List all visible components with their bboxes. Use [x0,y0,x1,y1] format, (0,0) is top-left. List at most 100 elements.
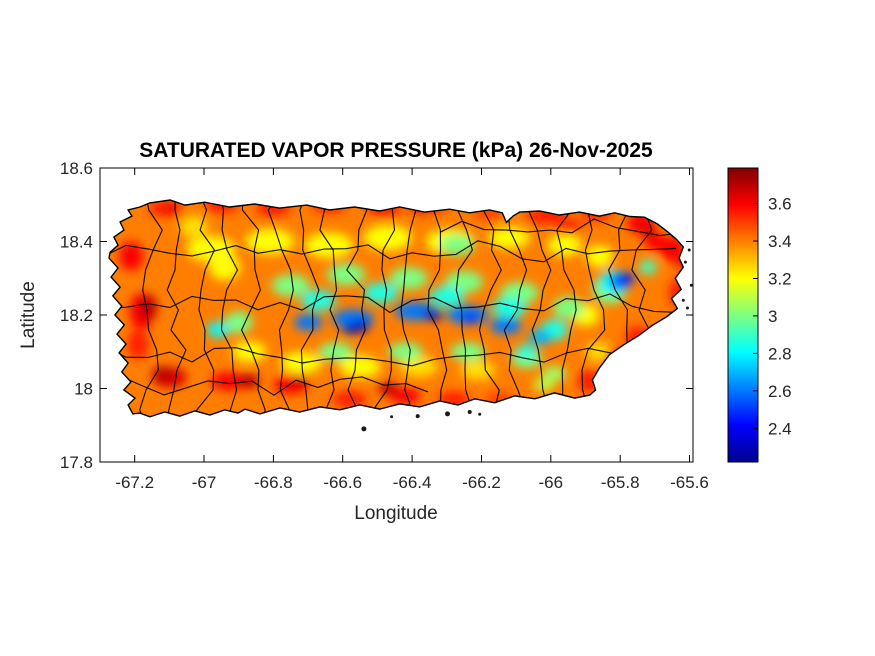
islet [686,306,689,310]
heat-blob [668,278,684,308]
heat-blob [367,200,402,217]
colorbar-tick-label: 3 [768,307,777,326]
municipality-border [400,200,417,417]
y-tick-label: 18.4 [60,233,93,252]
colorbar-tick-label: 2.6 [768,382,792,401]
municipality-border [455,200,473,417]
heat-blob [318,342,354,361]
x-tick-label: -66.4 [393,473,432,492]
heat-blob [339,355,381,378]
x-tick-label: -66.8 [254,473,293,492]
x-tick-label: -65.6 [670,473,709,492]
islet [445,411,450,417]
islet [681,298,685,302]
municipality-border [426,200,448,417]
municipality-border [109,240,677,263]
heat-blob [294,314,322,331]
colorbar-tick-label: 2.8 [768,344,792,363]
y-tick-label: 18.2 [60,306,93,325]
municipality-border [267,200,294,417]
y-tick-label: 18 [74,380,93,399]
colorbar-tick-label: 3.2 [768,270,792,289]
x-tick-label: -66 [539,473,564,492]
axes: -67.2 -67 -66.8 -66.6 -66.4 -66.2 -66 -65.8 -65.… [60,159,709,492]
x-tick-label: -66.2 [462,473,501,492]
municipality-border [299,200,320,417]
islet [467,410,472,414]
islet [478,412,482,416]
heat-blob [256,200,291,217]
colorbar-gradient [727,167,759,463]
municipality-border [319,200,343,417]
islet [361,426,367,432]
islet [415,414,420,419]
x-axis-label: Longitude [354,503,437,524]
colorbar-tick-label: 3.6 [768,195,792,214]
heat-blob [127,329,149,360]
heat-blob [463,313,479,324]
x-tick-label: -65.8 [601,473,640,492]
heat-blob [119,241,144,271]
municipality-border [109,345,677,367]
municipality-border [219,200,239,417]
heat-blob [139,294,158,321]
heat-blob [585,245,614,268]
heat-blob [271,274,310,297]
y-tick-label: 18.6 [60,159,93,178]
municipality-border [556,200,577,417]
heat-blob [460,360,496,380]
heat-blob [363,282,399,304]
heat-blob [224,311,253,334]
heat-blob [389,387,421,404]
heat-blob [423,309,443,321]
municipality-borders [109,200,683,417]
heat-blob [639,259,657,275]
municipality-border [346,200,368,417]
heat-blob [327,263,366,286]
heat-blob [332,391,368,408]
heat-blob [620,272,634,285]
heat-blob [488,226,530,249]
municipality-border [241,200,266,417]
municipality-border [109,293,677,314]
heat-blob [342,324,357,335]
heat-blob [162,204,177,213]
heat-blob [304,232,354,259]
municipality-border [193,200,215,417]
heat-blob [211,372,246,391]
heat-blob [533,378,555,392]
heat-blob [152,366,173,382]
heat-blob [542,366,567,382]
colorbar: 3.6 3.4 3.2 3 2.8 2.6 2.4 [727,167,792,463]
chart-title: SATURATED VAPOR PRESSURE (kPa) 26-Nov-20… [139,139,653,162]
heat-blob [438,391,470,408]
heat-blob [206,321,229,338]
municipality-border [581,200,606,417]
x-tick-label: -67 [192,473,217,492]
municipality-border [372,200,396,417]
municipality-border [139,200,163,417]
island-coastline [108,199,685,418]
y-axis-label: Latitude [18,281,39,349]
heat-blob [179,215,208,238]
heat-blob [363,224,413,251]
islet [687,248,691,252]
heat-blob [576,370,602,393]
heat-blob [387,342,423,361]
heat-blob [293,375,309,387]
municipality-border [119,375,429,396]
heat-blob [429,286,465,307]
heat-blob [490,317,522,335]
heat-blob [311,200,347,213]
heat-blob [528,329,553,345]
islet [390,415,394,419]
islet [689,283,693,287]
heat-blob [389,267,428,290]
x-tick-label: -66.6 [323,473,362,492]
municipality-border [439,218,683,237]
y-tick-label: 17.8 [60,453,93,472]
colorbar-tick-label: 2.4 [768,419,792,438]
heat-blob [450,342,485,361]
